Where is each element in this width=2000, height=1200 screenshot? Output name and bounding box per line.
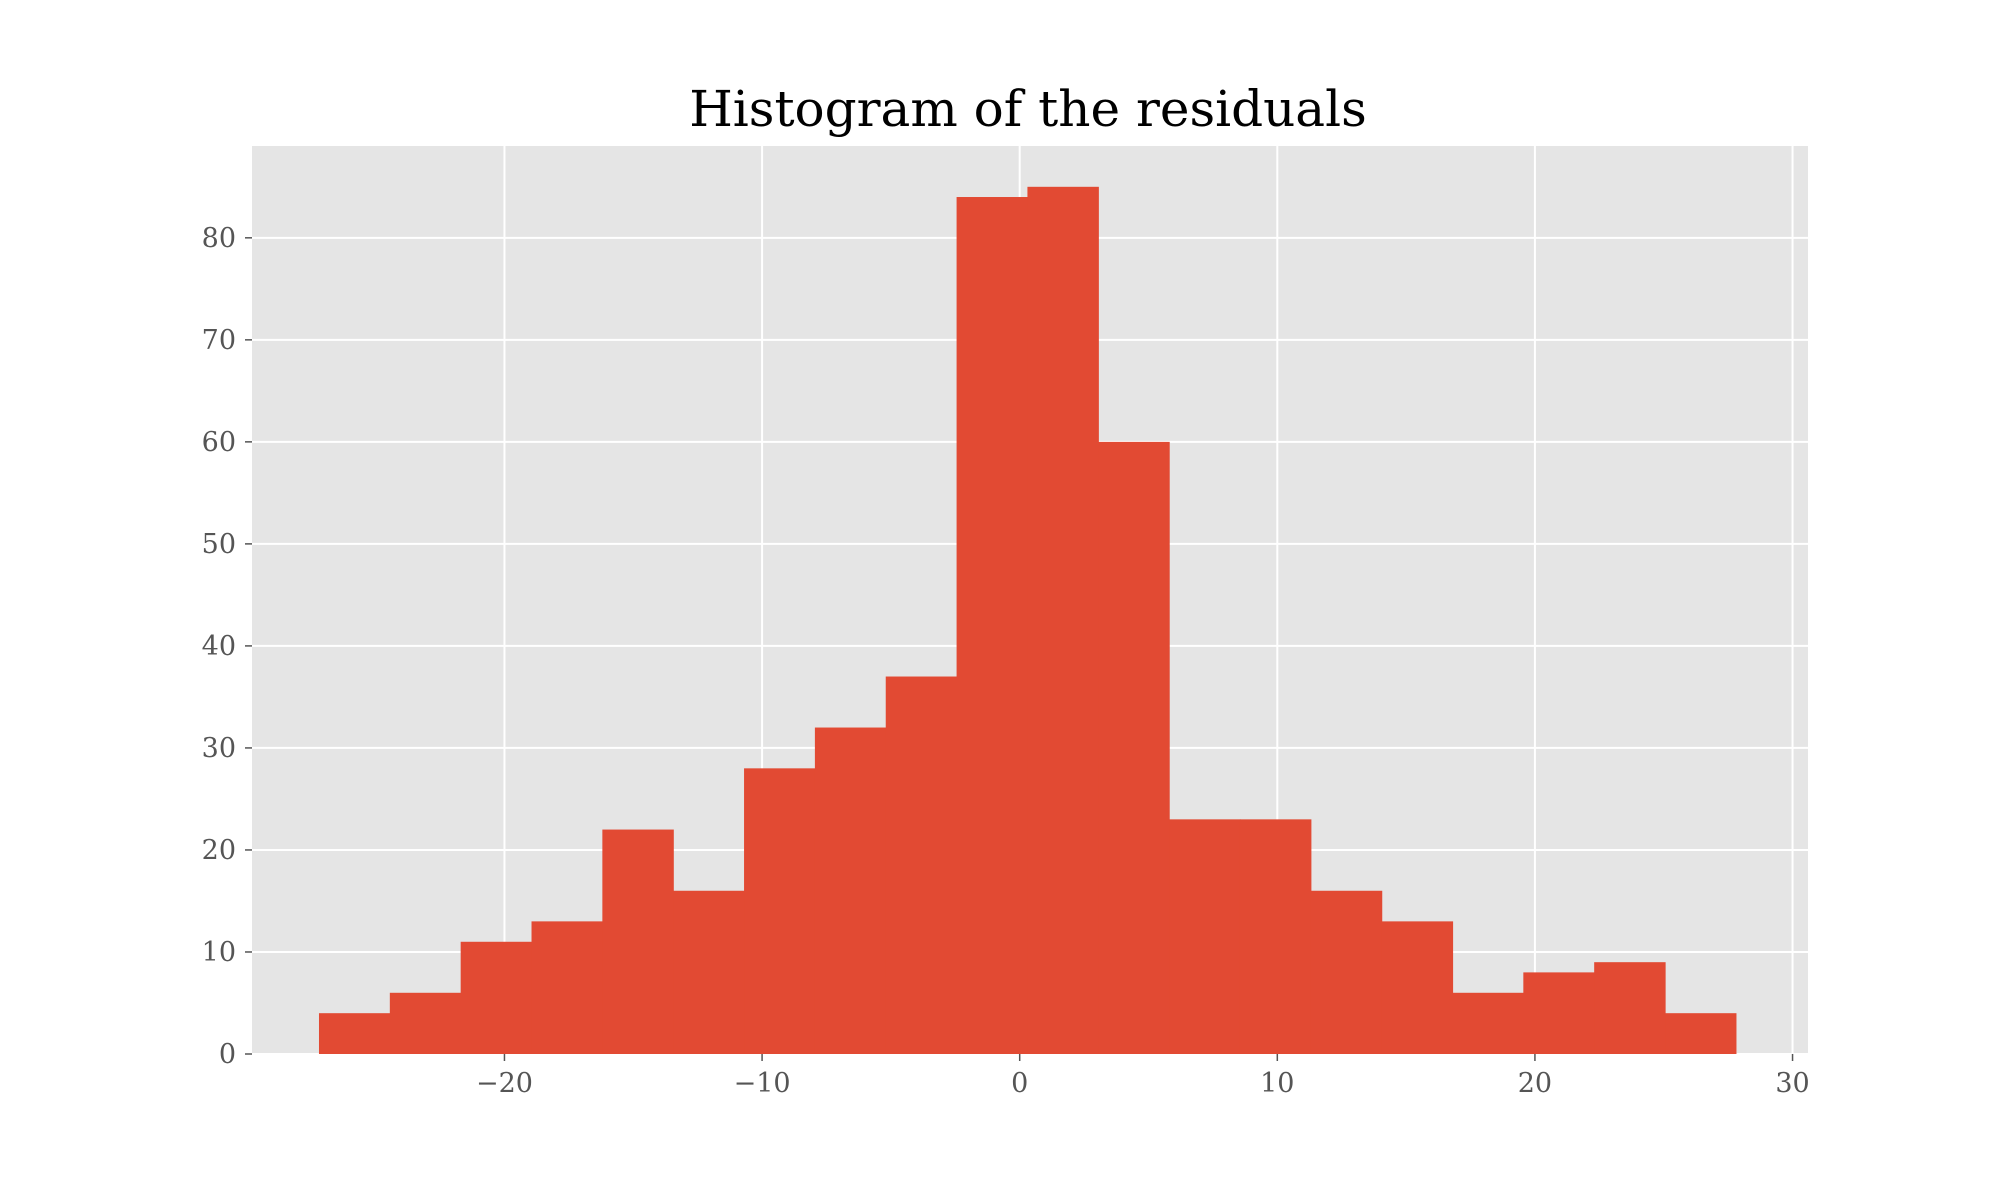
- x-tick-label: 0: [1011, 1068, 1028, 1099]
- y-tick-label: 60: [202, 427, 236, 458]
- histogram-bar: [885, 676, 958, 1054]
- histogram-bar: [531, 921, 603, 1054]
- axes: −20 −10 0 10 20 30 0 10 20 30 40 50 60 70 80: [202, 223, 1810, 1099]
- x-tick-label: 10: [1260, 1068, 1294, 1099]
- y-tick-label: 10: [202, 937, 236, 968]
- y-tick-label: 70: [202, 325, 236, 356]
- histogram-bar: [1169, 819, 1241, 1054]
- histogram-bar: [1098, 441, 1170, 1054]
- y-tick-label: 30: [202, 733, 236, 764]
- histogram-bar: [673, 890, 745, 1054]
- histogram-bar: [1594, 962, 1666, 1054]
- y-tick-label: 40: [202, 631, 236, 662]
- y-tick-label: 50: [202, 529, 236, 560]
- chart-title: Histogram of the residuals: [689, 80, 1367, 138]
- histogram-bar: [602, 829, 674, 1054]
- y-tick-label: 20: [202, 835, 236, 866]
- histogram-bar: [1381, 921, 1454, 1054]
- x-tick-label: −20: [476, 1068, 533, 1099]
- x-tick-label: 30: [1775, 1068, 1809, 1099]
- x-tick-label: −10: [734, 1068, 791, 1099]
- histogram-bar: [744, 768, 816, 1054]
- histogram-bar: [1027, 186, 1099, 1055]
- y-tick-label: 0: [219, 1039, 236, 1070]
- histogram-bar: [318, 1013, 391, 1054]
- histogram-bar: [1239, 819, 1312, 1054]
- y-tick-label: 80: [202, 223, 236, 254]
- histogram-bar: [1452, 992, 1524, 1054]
- histogram-bar: [460, 941, 533, 1054]
- histogram-bar: [814, 727, 887, 1054]
- histogram-bar: [1523, 972, 1595, 1054]
- histogram-bar: [1665, 1013, 1737, 1054]
- histogram-bar: [956, 197, 1029, 1054]
- x-tick-label: 20: [1518, 1068, 1552, 1099]
- histogram-bar: [389, 992, 462, 1054]
- histogram-bars: [318, 186, 1737, 1055]
- histogram-bar: [1310, 890, 1383, 1054]
